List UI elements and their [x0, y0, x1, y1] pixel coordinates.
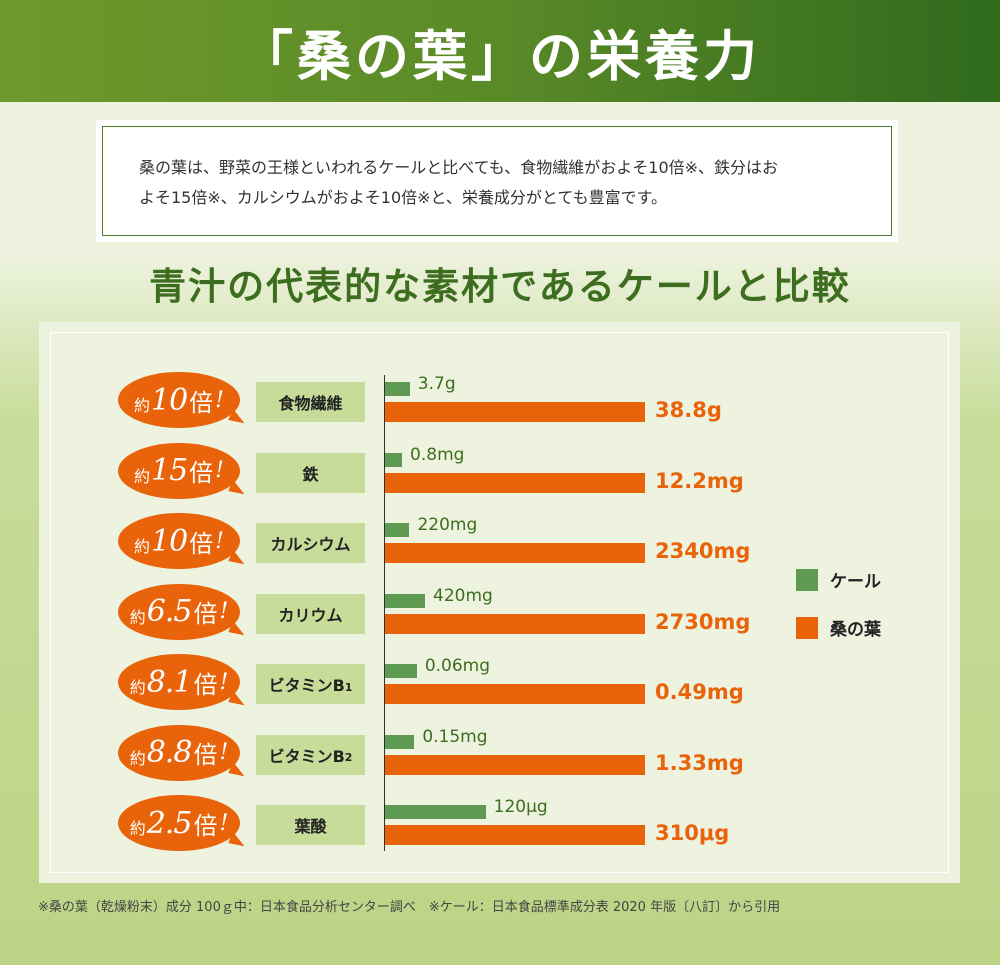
ratio-value: 15 [150, 453, 188, 488]
ratio-exclamation: ! [215, 528, 225, 554]
ratio-prefix: 約 [133, 537, 150, 556]
bar-mulberry-label: 0.49mg [655, 680, 744, 704]
bar-kale-label: 120μg [493, 797, 548, 817]
header-banner: 「桑の葉」の栄養力 [0, 0, 1000, 102]
intro-line-1: 桑の葉は、野菜の王様といわれるケールと比べても、食物繊維がおよそ10倍※、鉄分は… [139, 158, 779, 177]
category-text: 食物繊維 [278, 394, 343, 413]
footnote: ※桑の葉（乾燥粉末）成分 100ｇ中：日本食品分析センター調べ ※ケール：日本食… [38, 900, 781, 915]
category-text: 鉄 [302, 464, 319, 484]
ratio-badge: 約 2.5 倍! [118, 795, 240, 851]
ratio-value: 6.5 [146, 594, 193, 629]
ratio-badge: 約 15 倍! [118, 442, 240, 499]
ratio-suffix: 倍 [189, 459, 214, 487]
bar-mulberry [385, 684, 645, 704]
bar-mulberry-label: 310μg [655, 821, 730, 845]
bar-mulberry-label: 2730mg [655, 609, 751, 634]
category-subscript: 1 [344, 680, 353, 694]
category-subscript: 2 [344, 751, 353, 764]
bar-mulberry [385, 402, 645, 422]
ratio-badge: 約 6.5 倍! [118, 583, 240, 640]
ratio-suffix: 倍 [193, 670, 218, 699]
ratio-exclamation: ! [219, 740, 229, 765]
legend-item-mulberry: 桑の葉 [796, 615, 881, 640]
category-text: 葉酸 [294, 817, 327, 836]
category-text: カリウム [278, 605, 343, 625]
ratio-suffix: 倍 [189, 388, 214, 417]
ratio-exclamation: ! [215, 458, 225, 483]
bar-kale [385, 382, 410, 396]
bar-kale [385, 734, 415, 749]
intro-line-2: よそ15倍※、カルシウムがおよそ10倍※と、栄養成分がとても豊富です。 [139, 188, 668, 207]
ratio-exclamation: ! [215, 387, 225, 413]
category-text: カルシウム [270, 535, 351, 554]
bar-kale [385, 664, 417, 678]
ratio-prefix: 約 [133, 466, 150, 486]
ratio-value: 10 [150, 523, 188, 559]
ratio-value: 8.8 [146, 735, 193, 770]
ratio-prefix: 約 [129, 748, 146, 768]
ratio-badge: 約 10 倍! [118, 513, 240, 569]
ratio-prefix: 約 [129, 819, 146, 838]
ratio-value: 10 [150, 382, 188, 418]
category-label: 鉄 [256, 452, 365, 493]
ratio-badge: 約 8.1 倍! [118, 654, 240, 710]
ratio-prefix: 約 [129, 678, 146, 697]
bar-kale-label: 220mg [417, 515, 478, 535]
bar-mulberry-label: 1.33mg [655, 750, 744, 775]
ratio-exclamation: ! [219, 810, 229, 836]
bar-mulberry-label: 2340mg [655, 539, 751, 563]
bar-kale-label: 3.7g [417, 374, 456, 394]
bar-mulberry [385, 825, 645, 845]
category-label: カリウム [256, 593, 365, 634]
ratio-exclamation: ! [219, 669, 229, 695]
category-label: ビタミンB 2 [256, 734, 365, 775]
ratio-suffix: 倍 [189, 529, 214, 558]
category-label: カルシウム [256, 523, 365, 563]
ratio-value: 2.5 [146, 805, 193, 841]
category-label: 葉酸 [256, 805, 365, 845]
category-text: ビタミンB [268, 676, 345, 695]
legend-label-kale: ケール [830, 572, 881, 592]
category-text: ビタミンB [268, 746, 345, 766]
bar-kale-label: 420mg [433, 585, 493, 606]
bar-mulberry [385, 472, 645, 493]
bar-kale [385, 805, 486, 819]
bar-mulberry [385, 613, 645, 634]
intro-box: 桑の葉は、野菜の王様といわれるケールと比べても、食物繊維がおよそ10倍※、鉄分は… [96, 120, 898, 242]
legend-label-mulberry: 桑の葉 [830, 620, 881, 640]
bar-mulberry-label: 38.8g [655, 398, 722, 422]
comparison-subtitle: 青汁の代表的な素材であるケールと比較 [149, 265, 851, 308]
legend-swatch-mulberry [796, 616, 818, 639]
ratio-prefix: 約 [129, 607, 146, 627]
category-label: ビタミンB 1 [256, 664, 365, 704]
bar-kale-label: 0.15mg [422, 726, 488, 747]
bar-kale-label: 0.06mg [424, 656, 491, 676]
ratio-suffix: 倍 [193, 811, 218, 840]
bar-kale [385, 523, 410, 537]
ratio-badge: 約 10 倍! [118, 372, 240, 428]
bar-mulberry-label: 12.2mg [655, 468, 744, 493]
ratio-suffix: 倍 [193, 741, 218, 769]
legend-item-kale: ケール [796, 567, 881, 592]
chart-axis [384, 375, 385, 851]
bar-kale [385, 452, 403, 467]
ratio-suffix: 倍 [193, 600, 218, 628]
ratio-exclamation: ! [219, 599, 229, 624]
bar-kale [385, 593, 425, 608]
bar-mulberry [385, 754, 645, 775]
ratio-badge: 約 8.8 倍! [118, 724, 240, 781]
bar-kale-label: 0.8mg [410, 444, 465, 465]
intro-text: 桑の葉は、野菜の王様といわれるケールと比べても、食物繊維がおよそ10倍※、鉄分は… [102, 126, 892, 236]
page-title: 「桑の葉」の栄養力 [239, 24, 761, 88]
legend-swatch-kale [796, 568, 818, 591]
bar-mulberry [385, 543, 645, 563]
ratio-prefix: 約 [133, 396, 150, 415]
category-label: 食物繊維 [256, 382, 365, 422]
ratio-value: 8.1 [146, 664, 193, 700]
